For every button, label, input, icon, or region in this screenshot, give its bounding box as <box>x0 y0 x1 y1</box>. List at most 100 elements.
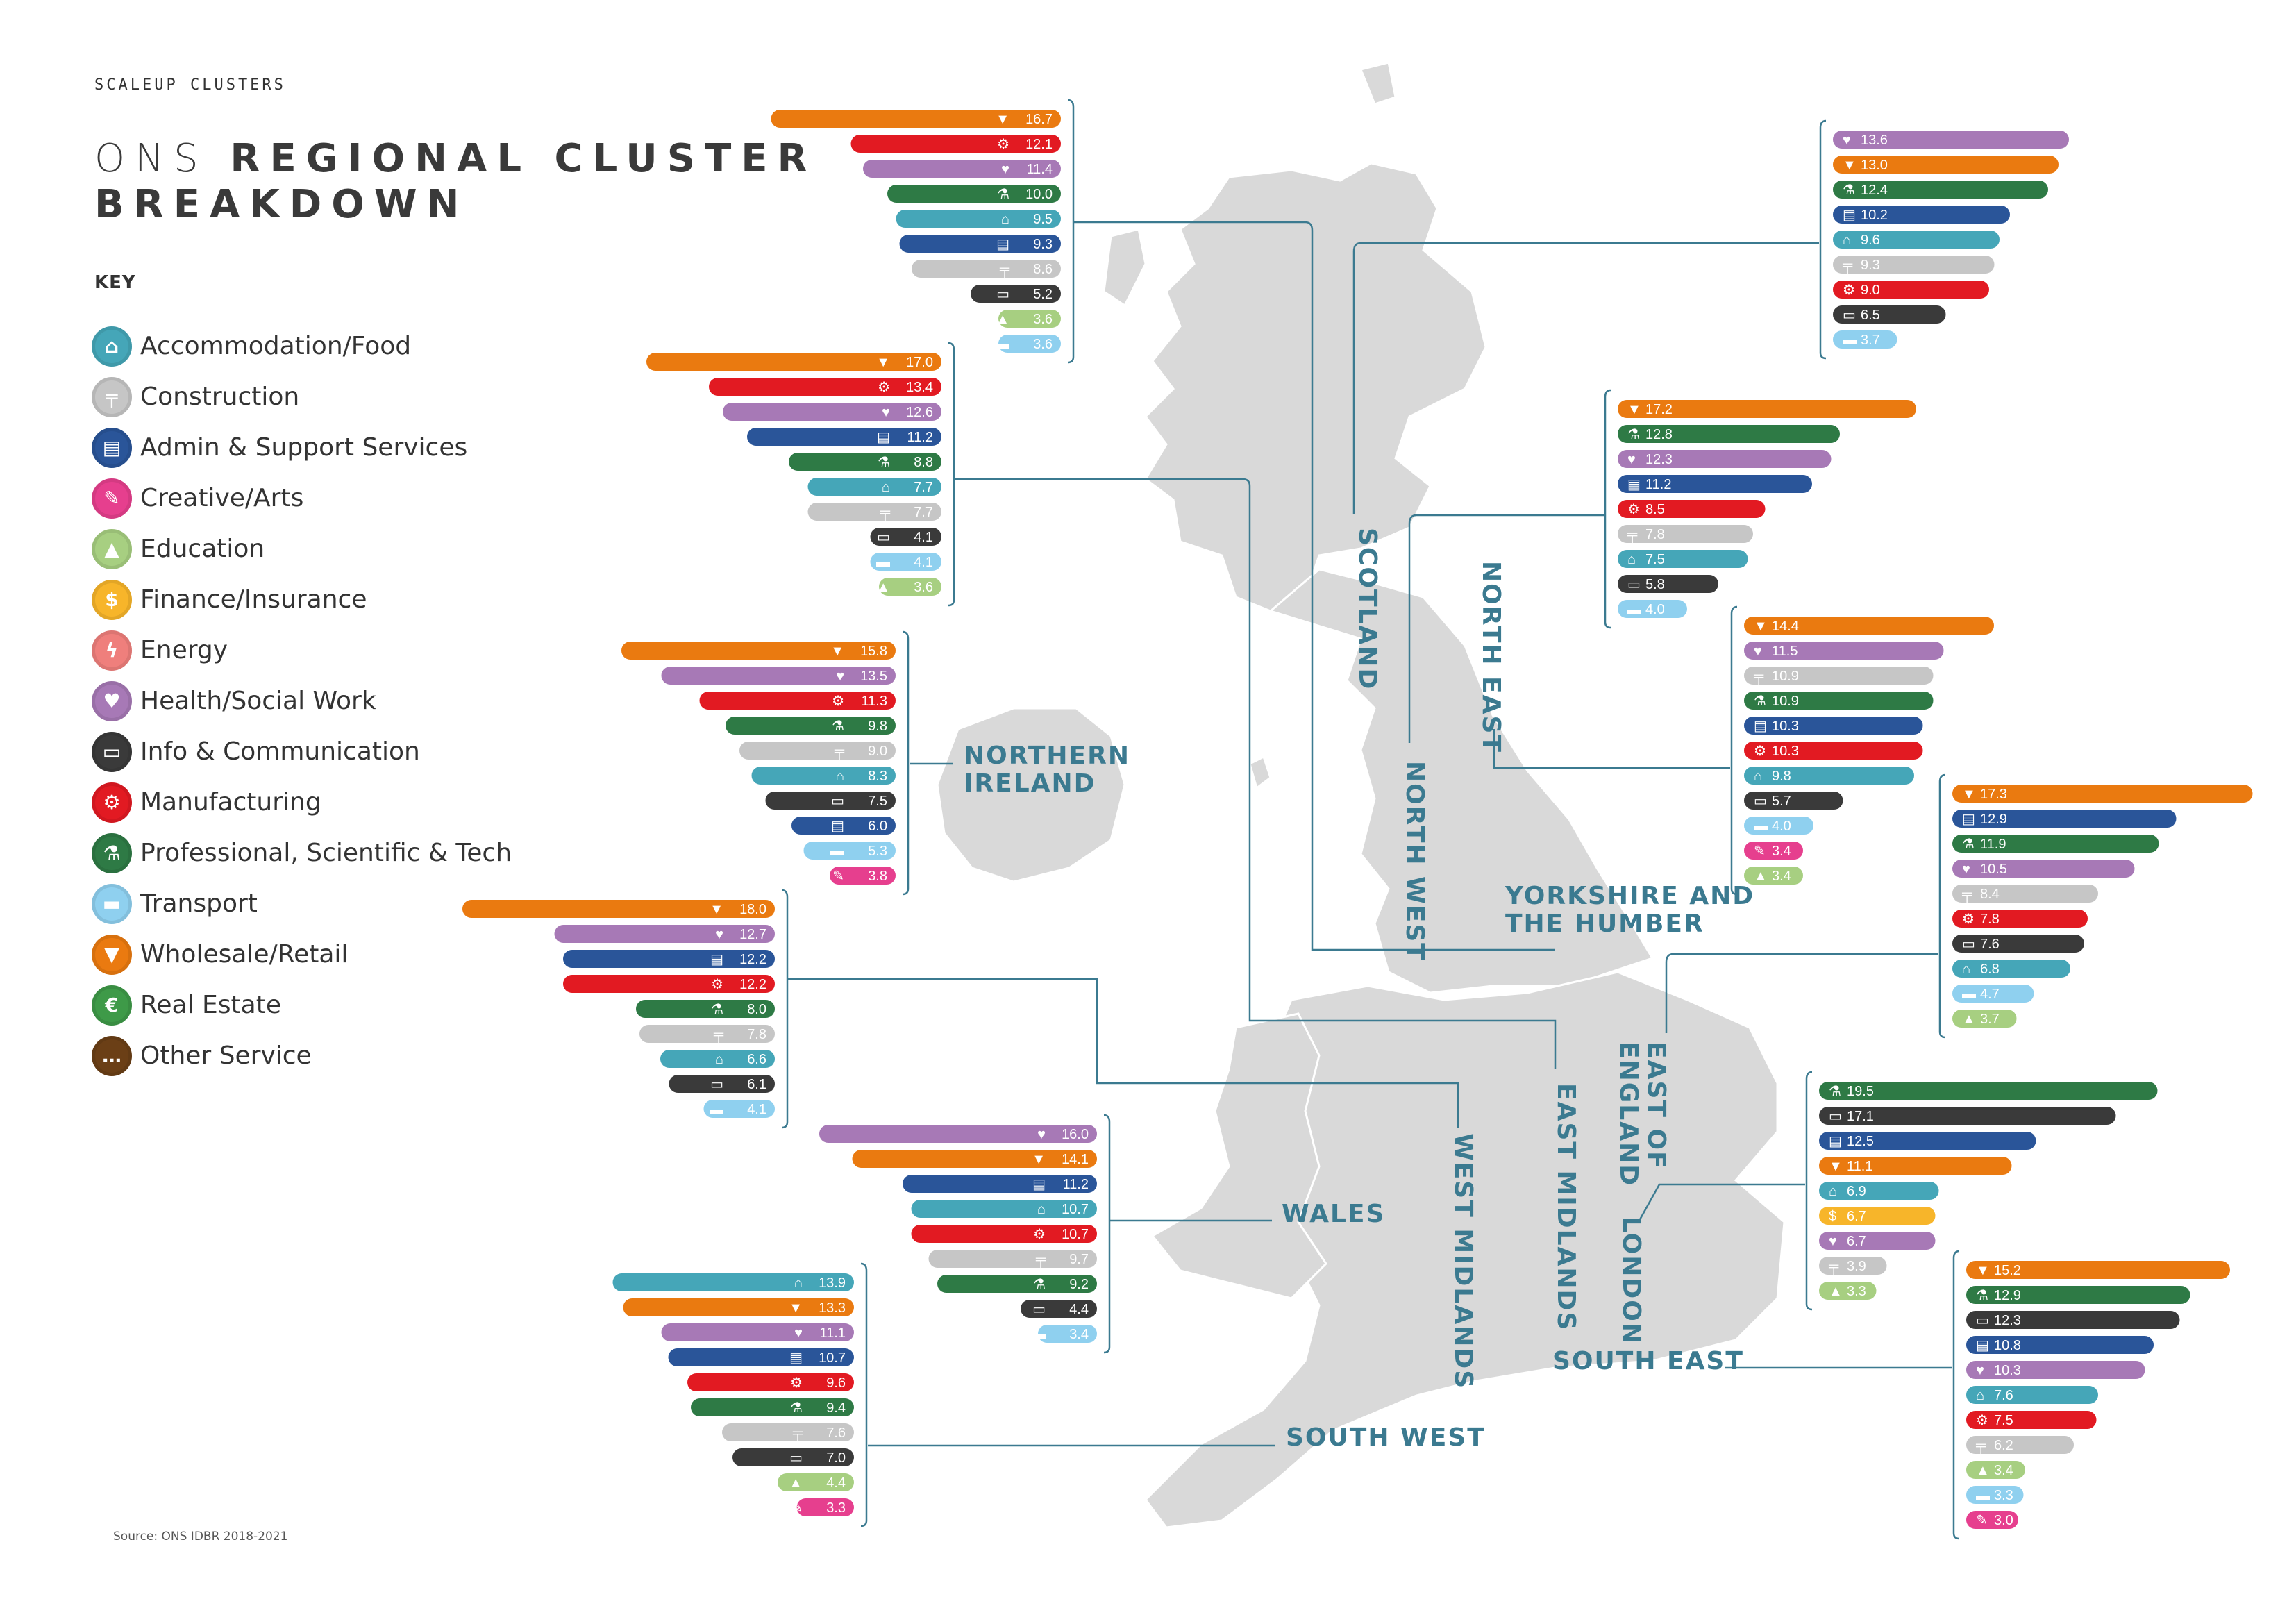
bar-value-label: 18.0 <box>739 902 766 917</box>
region-label: WEST MIDLANDS <box>1449 1133 1477 1389</box>
legend-item: ⚗ Professional, Scientific & Tech <box>92 828 512 878</box>
region-bars: 15.2 ▼ 12.9 ⚗ 12.3 ▭ 10.8 ▤ 10.3 ♥ 7.6 ⌂ 7.5 ⚙ 6.2 ╤ 3.4… <box>1952 1250 2230 1540</box>
bar-value-label: 12.9 <box>1994 1288 2021 1303</box>
bar-value-label: 9.0 <box>868 744 887 759</box>
bar-category-icon: ⌂ <box>1627 552 1636 567</box>
map-isle-of-man <box>1248 755 1272 790</box>
lightbulb-icon: ✎ <box>92 478 132 519</box>
bar-value-label: 4.4 <box>1069 1302 1089 1317</box>
connector-line <box>954 478 1557 1069</box>
bar-category-icon: ▬ <box>1843 333 1857 348</box>
bar <box>621 642 896 660</box>
legend-label: Admin & Support Services <box>140 433 468 462</box>
bar-value-label: 10.9 <box>1772 694 1799 709</box>
legend-item: € Real Estate <box>92 980 512 1030</box>
legend-item: ⌂ Accommodation/Food <box>92 321 512 371</box>
bar <box>903 1175 1097 1193</box>
legend-label: Wholesale/Retail <box>140 940 349 969</box>
bar <box>1966 1511 2018 1529</box>
bar-value-label: 12.2 <box>739 977 766 992</box>
bar-category-icon: ⚙ <box>997 137 1009 152</box>
bar-category-icon: ▤ <box>1976 1338 1989 1353</box>
bar-category-icon: ▬ <box>830 844 844 859</box>
bar <box>709 378 941 396</box>
bar-category-icon: ▭ <box>1976 1313 1989 1328</box>
bar-category-icon: ▼ <box>1032 1152 1046 1167</box>
bar-category-icon: ♥ <box>1627 452 1636 467</box>
bar-category-icon: ▬ <box>996 337 1009 352</box>
bar <box>1952 785 2253 803</box>
bar <box>699 692 896 710</box>
bar-value-label: 3.0 <box>1994 1513 2013 1528</box>
bar-value-label: 15.8 <box>860 644 887 659</box>
bar-value-label: 3.4 <box>1772 869 1791 884</box>
region-bracket <box>1938 773 1946 1039</box>
bar-value-label: 5.8 <box>1645 577 1665 592</box>
bar-category-icon: ╤ <box>999 262 1010 278</box>
bar <box>1966 1461 2025 1479</box>
bar <box>1744 742 1923 760</box>
bar-category-icon: ▤ <box>710 952 723 967</box>
bar-value-label: 7.6 <box>1994 1388 2013 1403</box>
region-bars: 17.2 ▼ 12.8 ⚗ 12.3 ♥ 11.2 ▤ 8.5 ⚙ 7.8 ╤ 7.5 ⌂ 5.8 ▭ 4.0 ▬ <box>1604 389 1916 629</box>
bar-category-icon: ▼ <box>996 112 1009 127</box>
ellipsis-icon: … <box>92 1035 132 1076</box>
bar-category-icon: ╤ <box>834 744 845 760</box>
bar-category-icon: ✎ <box>1754 844 1766 859</box>
region-label: SOUTH WEST <box>1286 1423 1486 1452</box>
bar-category-icon: ╤ <box>1842 258 1853 274</box>
bar-category-icon: ╤ <box>1753 669 1764 685</box>
bar <box>1833 231 2000 249</box>
bar-category-icon: ⚙ <box>711 977 723 992</box>
bar-category-icon: ▤ <box>996 237 1009 252</box>
bar-value-label: 8.3 <box>868 769 887 784</box>
bar-category-icon: ╤ <box>713 1027 724 1044</box>
bar-value-label: 16.0 <box>1062 1127 1089 1142</box>
bar-value-label: 6.7 <box>1847 1234 1866 1249</box>
region-label: SOUTH EAST <box>1552 1347 1744 1375</box>
bar <box>1952 985 2034 1003</box>
bar-category-icon: ⌂ <box>1843 233 1851 248</box>
bar-category-icon: ✎ <box>1976 1513 1988 1528</box>
title-bold-1: REGIONAL CLUSTER <box>230 136 817 181</box>
bar <box>1744 842 1803 860</box>
bar-value-label: 17.3 <box>1980 787 2007 802</box>
bar-category-icon: ▼ <box>1843 158 1857 173</box>
bar-category-icon: ⚗ <box>1962 837 1975 852</box>
bar-value-label: 11.1 <box>820 1325 846 1341</box>
bar <box>1819 1257 1887 1275</box>
legend-item: ╤ Construction <box>92 371 512 422</box>
bar-value-label: 4.4 <box>826 1475 846 1491</box>
bar-category-icon: ▲ <box>876 580 890 595</box>
bar-category-icon: ⚙ <box>878 380 890 395</box>
bar <box>668 1348 854 1366</box>
legend: ⌂ Accommodation/Food ╤ Construction ▤ Admin &… <box>92 321 512 1081</box>
legend-item: ⚙ Manufacturing <box>92 777 512 828</box>
bar <box>1952 885 2098 903</box>
bar <box>1966 1486 2024 1504</box>
bar-value-label: 13.5 <box>860 669 887 684</box>
bed-icon: ⌂ <box>92 326 132 367</box>
bar <box>1819 1107 2116 1125</box>
kicker-text: SCALEUP CLUSTERS <box>94 76 286 94</box>
bar-value-label: 6.5 <box>1861 308 1880 323</box>
region-label: NORTH WEST <box>1400 761 1429 962</box>
bar-category-icon: ▼ <box>830 644 844 659</box>
region-bars: 13.6 ♥ 13.0 ▼ 12.4 ⚗ 10.2 ▤ 9.6 ⌂ 9.3 ╤ 9.0 ⚙ 6.5 ▭ 3.7 ▬ <box>1819 119 2069 360</box>
bar-category-icon: ▭ <box>789 1450 803 1466</box>
bar-category-icon: ⚗ <box>1843 183 1855 198</box>
legend-item: ▲ Education <box>92 524 512 574</box>
coins-icon: $ <box>92 579 132 620</box>
bar <box>928 1250 1097 1268</box>
bar-category-icon: ⚗ <box>1754 694 1766 709</box>
bar-category-icon: ╤ <box>1627 527 1638 544</box>
bar <box>1833 256 1995 274</box>
bar <box>1744 767 1914 785</box>
bar-category-icon: ⚙ <box>1627 502 1640 517</box>
bar <box>1966 1261 2230 1279</box>
bar-value-label: 12.9 <box>1980 812 2007 827</box>
region-bracket <box>781 889 789 1129</box>
connector-line <box>1408 514 1604 743</box>
